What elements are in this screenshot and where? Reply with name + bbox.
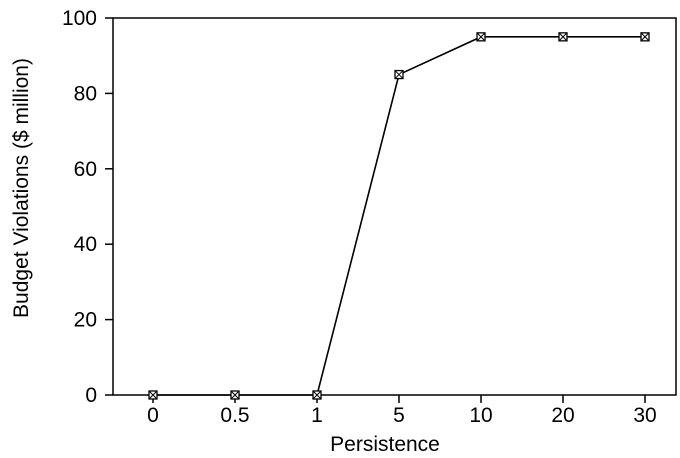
data-point [312, 390, 322, 400]
y-axis: 0 20 40 60 80 100 [62, 7, 113, 407]
series-group [148, 32, 650, 400]
y-tick-label: 80 [74, 82, 97, 105]
y-axis-title: Budget Violations ($ million) [10, 58, 33, 318]
x-tick-label: 5 [393, 404, 405, 427]
data-point [640, 32, 650, 42]
x-tick-label: 10 [469, 404, 492, 427]
data-point [476, 32, 486, 42]
y-tick-label: 40 [74, 233, 97, 256]
data-point [148, 390, 158, 400]
x-tick-label: 30 [633, 404, 656, 427]
data-point [230, 390, 240, 400]
x-tick-label: 0 [147, 404, 159, 427]
y-tick-label: 60 [74, 158, 97, 181]
x-tick-label: 1 [311, 404, 323, 427]
x-axis: 0 0.5 1 5 10 20 30 [147, 395, 657, 427]
x-tick-label: 0.5 [220, 404, 249, 427]
y-tick-label: 100 [62, 7, 97, 30]
y-tick-label: 0 [85, 384, 97, 407]
series-line [153, 36, 645, 396]
plot-frame [112, 17, 677, 396]
y-tick-label: 20 [74, 309, 97, 332]
x-axis-title: Persistence [330, 433, 440, 456]
data-point [558, 32, 568, 42]
x-tick-label: 20 [551, 404, 574, 427]
data-point [394, 69, 404, 80]
